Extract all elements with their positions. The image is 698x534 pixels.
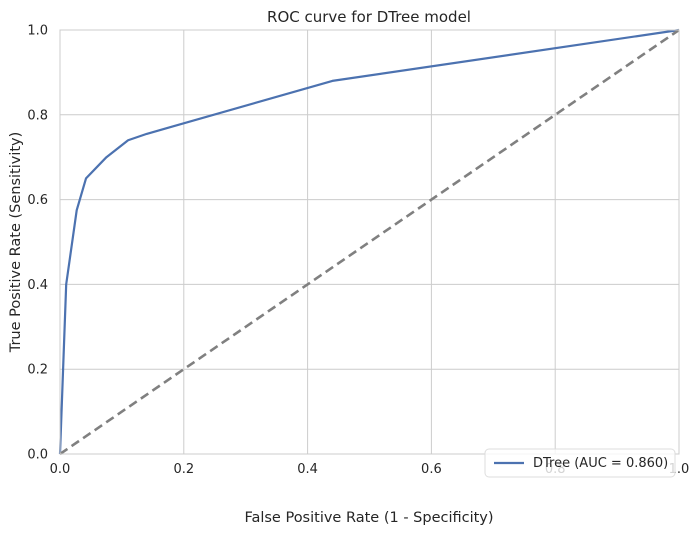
plot-frame — [59, 29, 680, 455]
y-axis-ticks: 0.0 0.2 0.4 0.6 0.8 1.0 — [27, 24, 48, 463]
legend-box — [484, 448, 676, 478]
plot-area — [58, 28, 680, 456]
y-axis-label: True Positive Rate (Sensitivity) — [8, 132, 24, 354]
y-tick-label: 0.8 — [27, 108, 48, 123]
legend: DTree (AUC = 0.860) — [484, 448, 676, 478]
y-tick-label: 0.6 — [27, 193, 48, 208]
x-axis-label: False Positive Rate (1 - Specificity) — [244, 510, 493, 526]
y-tick-label: 0.4 — [27, 278, 48, 293]
roc-curve-line — [58, 28, 680, 455]
x-tick-label: 0.2 — [173, 462, 194, 477]
x-tick-label: 0.0 — [50, 462, 71, 477]
y-tick-label: 0.0 — [27, 448, 48, 463]
y-tick-label: 0.2 — [27, 363, 48, 378]
plot-background — [60, 30, 679, 454]
series-layer — [58, 28, 680, 456]
x-tick-label: 0.4 — [297, 462, 318, 477]
x-tick-label: 0.6 — [421, 462, 442, 477]
chart-title: ROC curve for DTree model — [267, 8, 471, 26]
y-tick-label: 1.0 — [27, 24, 48, 39]
legend-entry-dtree: DTree (AUC = 0.860) — [533, 456, 668, 471]
